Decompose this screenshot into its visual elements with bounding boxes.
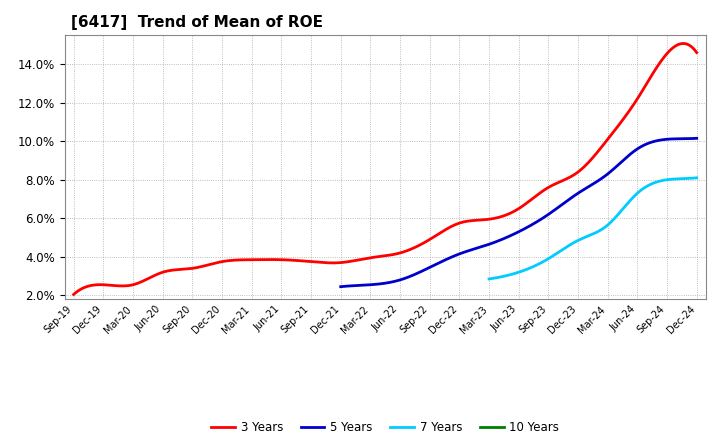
3 Years xyxy=(438,229,447,234)
5 Years xyxy=(554,205,563,210)
5 Years xyxy=(659,137,667,142)
7 Years xyxy=(608,218,617,223)
3 Years xyxy=(69,292,78,297)
7 Years xyxy=(673,176,682,182)
7 Years xyxy=(660,178,668,183)
3 Years xyxy=(71,290,80,295)
7 Years xyxy=(693,175,701,180)
3 Years xyxy=(451,222,459,227)
5 Years xyxy=(636,144,645,150)
3 Years xyxy=(680,41,688,46)
3 Years xyxy=(595,148,603,153)
Text: [6417]  Trend of Mean of ROE: [6417] Trend of Mean of ROE xyxy=(71,15,323,30)
Line: 3 Years: 3 Years xyxy=(73,44,697,294)
5 Years xyxy=(693,136,701,141)
7 Years xyxy=(485,276,493,282)
7 Years xyxy=(612,214,621,219)
3 Years xyxy=(440,227,449,233)
Line: 7 Years: 7 Years xyxy=(489,178,697,279)
5 Years xyxy=(336,284,345,290)
7 Years xyxy=(485,276,494,282)
3 Years xyxy=(693,50,701,55)
7 Years xyxy=(608,218,616,224)
Legend: 3 Years, 5 Years, 7 Years, 10 Years: 3 Years, 5 Years, 7 Years, 10 Years xyxy=(207,416,564,438)
5 Years xyxy=(338,284,346,289)
5 Years xyxy=(547,209,556,215)
5 Years xyxy=(549,209,557,214)
3 Years xyxy=(634,95,643,100)
Line: 5 Years: 5 Years xyxy=(341,138,697,287)
